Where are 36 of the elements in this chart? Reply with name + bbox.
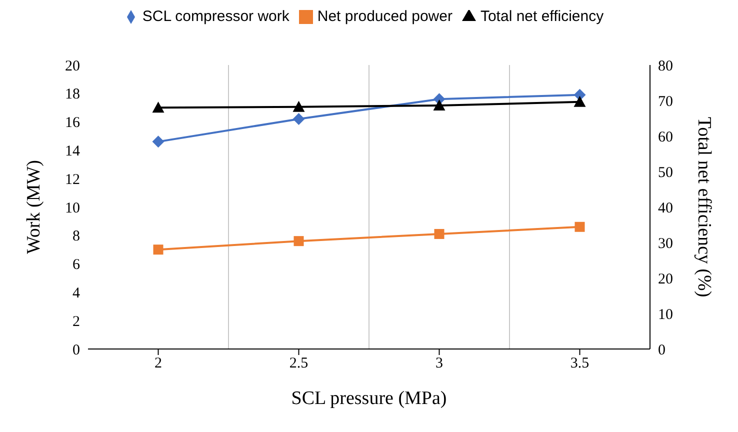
y2-tick-label: 50: [658, 164, 673, 181]
point: [294, 236, 304, 246]
point: [434, 228, 444, 239]
y2-axis-title: Total net efficiency (%): [693, 116, 714, 298]
y-tick-label: 8: [72, 228, 80, 245]
legend-label: Total net efficiency: [480, 8, 604, 25]
y-tick-label: 4: [72, 286, 80, 302]
y-tick-label: 2: [72, 314, 80, 330]
y-axis-title: Work (MW): [24, 160, 45, 254]
legend-label: SCL compressor work: [142, 8, 290, 25]
x-tick-label: 2: [154, 356, 162, 372]
legend-label: Net produced power: [317, 8, 452, 25]
y2-tick-label: 10: [658, 306, 673, 323]
x-axis-title: SCL pressure (MPa): [291, 388, 447, 409]
x-tick-label: 3: [436, 356, 443, 372]
y-tick-label: 20: [65, 58, 80, 74]
y2-tick-label: 70: [658, 94, 673, 110]
y2-tick-label: 40: [658, 200, 673, 216]
point: [574, 222, 585, 232]
y2-tick-label: 0: [658, 342, 666, 358]
y2-tick-label: 80: [658, 58, 673, 74]
y-tick-label: 18: [65, 86, 80, 103]
y-tick-label: 12: [65, 172, 80, 188]
y2-tick-label: 60: [658, 129, 673, 146]
y-tick-label: 6: [72, 257, 80, 274]
y-tick-label: 10: [65, 200, 80, 216]
point: [153, 244, 164, 255]
x-tick-label: 3.5: [570, 356, 590, 372]
y-tick-label: 14: [65, 144, 80, 160]
y-tick-label: 16: [65, 115, 80, 132]
y2-tick-label: 20: [658, 271, 673, 288]
point: [292, 112, 305, 125]
point: [152, 136, 164, 148]
y2-tick-label: 30: [658, 236, 673, 252]
x-tick-label: 2.5: [289, 356, 308, 372]
y-tick-label: 0: [72, 342, 80, 358]
